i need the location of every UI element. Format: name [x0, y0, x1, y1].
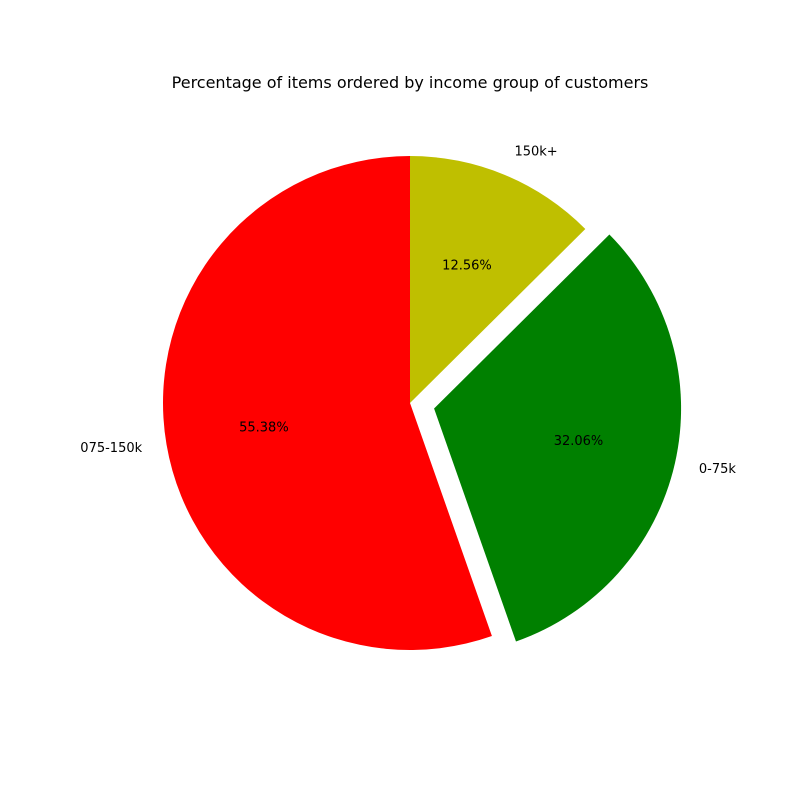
slice-label: 075-150k [80, 441, 142, 456]
slice-label: 150k+ [514, 145, 557, 160]
slices-layer [163, 156, 682, 650]
slice-percentage-label: 32.06% [554, 434, 604, 449]
slice-percentage-label: 55.38% [239, 420, 289, 435]
slice-label: 0-75k [699, 462, 737, 477]
pie-slice-075-150k [163, 156, 492, 650]
pie-slice-0-75k [434, 234, 682, 642]
chart-title: Percentage of items ordered by income gr… [172, 73, 649, 92]
labels-layer: 150k+ 12.56% 0-75k 32.06% 075-150k 55.38% [80, 145, 736, 477]
pie-slice-150k+ [410, 156, 586, 403]
slice-percentage-label: 12.56% [442, 259, 492, 274]
